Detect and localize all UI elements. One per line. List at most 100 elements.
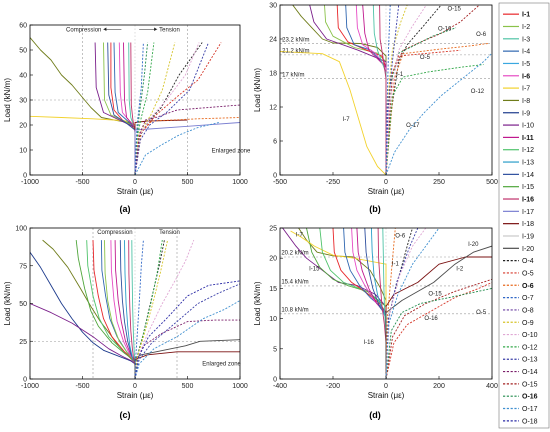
series-line-d-i-7: [290, 230, 387, 379]
x-tick-label-a-4: 1000: [232, 179, 248, 186]
legend-item-o-14: O-14: [503, 369, 538, 376]
annotation-d-6: I-1: [392, 261, 400, 267]
series-line-c-o-17: [134, 300, 240, 379]
x-tick-label-b-0: -500: [273, 179, 287, 186]
x-tick-label-d-2: 0: [384, 383, 388, 390]
y-tick-label-c-0: 0: [23, 377, 27, 384]
legend-item-o-8: O-8: [503, 307, 534, 314]
legend-label-o-14: O-14: [522, 369, 538, 376]
legend-item-i-19: I-19: [503, 233, 534, 240]
legend-label-i-20: I-20: [522, 246, 534, 253]
legend-item-i-13: I-13: [503, 160, 534, 167]
legend-item-o-9: O-9: [503, 320, 534, 327]
y-tick-label-a-5: 50: [19, 48, 27, 55]
legend-label-o-10: O-10: [522, 332, 538, 339]
series-line-d-o-13: [385, 228, 419, 379]
x-tick-label-c-2: 0: [133, 383, 137, 390]
series-line-b-i-16: [379, 5, 387, 175]
y-axis-label-b: Load (kN/m): [253, 68, 262, 112]
series-line-d-i-15: [306, 228, 387, 379]
legend-item-o-12: O-12: [503, 344, 538, 351]
y-axis-label-a: Load (kN/m): [3, 78, 12, 122]
legend-item-i-14: I-14: [503, 172, 534, 179]
y-tick-label-b-4: 24: [269, 37, 277, 44]
series-line-a-o-7: [134, 42, 144, 175]
y-tick-label-b-3: 18: [269, 71, 277, 78]
annotation-a-2: Enlarged zone: [212, 149, 251, 155]
series-line-b-o-15: [385, 5, 480, 175]
annotation-b-10: O-17: [406, 123, 420, 129]
annotation-b-8: O-12: [471, 89, 485, 95]
x-tick-label-d-1: -200: [326, 383, 340, 390]
y-tick-label-a-6: 60: [19, 23, 27, 30]
series-line-c-o-13: [134, 283, 240, 379]
x-tick-label-c-0: -1000: [21, 383, 39, 390]
legend-label-o-15: O-15: [522, 381, 538, 388]
legend-label-i-12: I-12: [522, 147, 534, 154]
annotation-d-2: 10.8 kN/m: [281, 307, 308, 313]
legend-label-i-11: I-11: [522, 135, 534, 142]
legend-item-o-13: O-13: [503, 357, 538, 364]
series-line-c-o-10: [134, 239, 195, 379]
annotation-d-7: I-20: [468, 242, 479, 248]
legend-item-i-1: I-1: [503, 12, 530, 19]
series-line-d-i-18: [385, 256, 492, 379]
series-line-d-i-10: [282, 228, 387, 379]
x-tick-label-a-3: 500: [182, 179, 194, 186]
legend-item-o-10: O-10: [503, 332, 538, 339]
annotation-d-3: I-7: [296, 232, 304, 238]
series-line-c-o-9: [134, 240, 169, 379]
series-line-d-o-6: [385, 228, 396, 379]
annotation-d-9: O-15: [428, 292, 442, 298]
x-tick-label-c-1: -500: [75, 383, 89, 390]
legend-box: [498, 2, 550, 429]
panel-c: -1000 -500 0 500 1000 0 25 50 75 100 Strain (με) Lo…: [3, 226, 248, 421]
series-line-c-o-18: [134, 280, 240, 379]
legend-label-i-9: I-9: [522, 110, 530, 117]
series-line-a-i-6: [118, 42, 136, 175]
legend-label-i-5: I-5: [522, 61, 530, 68]
annotation-c-0: Compression: [97, 230, 132, 236]
x-tick-label-a-0: -1000: [21, 179, 39, 186]
annotation-d-10: O-16: [424, 316, 438, 322]
series-line-a-o-16: [134, 42, 149, 175]
series-line-a-o-12: [134, 42, 155, 175]
compression-arrowhead-a: [103, 27, 107, 32]
legend-item-o-7: O-7: [503, 295, 534, 302]
legend-label-i-2: I-2: [522, 24, 530, 31]
series-group-c: [30, 239, 240, 379]
legend-item-o-17: O-17: [503, 406, 538, 413]
series-line-c-o-7: [134, 240, 144, 379]
series-line-d-o-16: [385, 287, 492, 379]
y-tick-label-a-0: 0: [23, 173, 27, 180]
annotation-d-4: I-15: [309, 266, 320, 272]
legend-label-i-4: I-4: [522, 49, 530, 56]
x-tick-label-b-1: -250: [326, 179, 340, 186]
legend-label-i-3: I-3: [522, 36, 530, 43]
annotation-b-6: O-5: [420, 55, 431, 61]
series-line-b-i-2: [324, 5, 387, 175]
series-line-d-o-5: [385, 281, 492, 379]
legend-label-i-18: I-18: [522, 221, 534, 228]
legend-label-o-5: O-5: [522, 270, 534, 277]
legend-item-o-15: O-15: [503, 381, 538, 388]
legend-label-o-7: O-7: [522, 295, 534, 302]
legend-item-i-11: I-11: [503, 135, 534, 142]
series-group-a: [30, 37, 240, 175]
legend-label-o-13: O-13: [522, 357, 538, 364]
annotation-d-1: 15.4 kN/m: [281, 280, 308, 286]
legend-item-i-5: I-5: [503, 61, 530, 68]
legend-label-o-12: O-12: [522, 344, 538, 351]
legend-label-o-6: O-6: [522, 283, 534, 290]
series-line-b-o-10: [385, 5, 427, 175]
series-line-a-o-13: [134, 42, 209, 175]
x-tick-label-b-2: 0: [384, 179, 388, 186]
series-group-b: [280, 5, 492, 175]
annotation-d-5: O-6: [395, 234, 406, 240]
x-axis-label-d: Strain (με): [368, 391, 405, 400]
series-line-b-o-12: [385, 64, 484, 175]
y-tick-label-b-5: 30: [269, 3, 277, 10]
annotation-a-0: Compression: [66, 27, 101, 33]
legend-item-i-9: I-9: [503, 110, 530, 117]
